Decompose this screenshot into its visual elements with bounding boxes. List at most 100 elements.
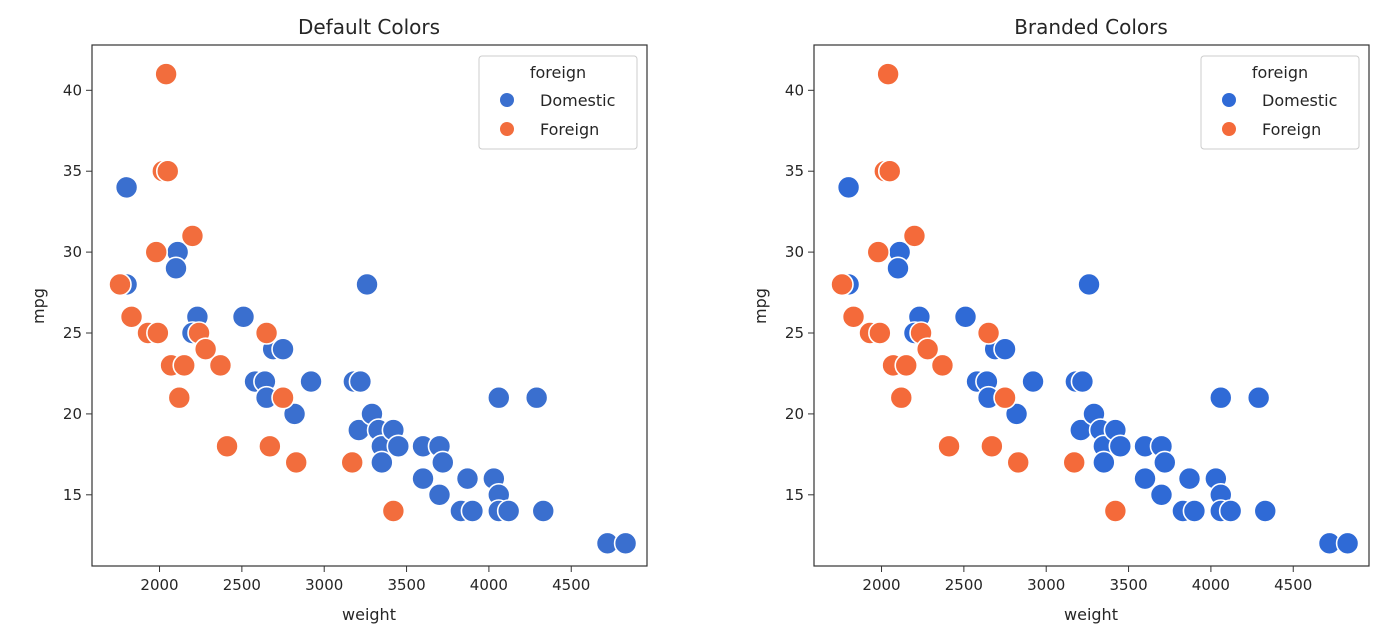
y-tick-label: 35 — [785, 162, 804, 180]
point-domestic — [114, 175, 139, 200]
y-axis-label: mpg — [29, 288, 48, 324]
x-axis-label: weight — [342, 605, 396, 624]
x-tick-label: 2500 — [223, 576, 261, 594]
point-domestic — [455, 466, 480, 491]
point-foreign — [284, 450, 309, 475]
y-tick-label: 35 — [63, 162, 82, 180]
x-tick-label: 4000 — [1192, 576, 1230, 594]
point-domestic — [836, 175, 861, 200]
point-foreign — [144, 240, 169, 264]
chart-title: Branded Colors — [1014, 15, 1168, 39]
point-foreign — [877, 159, 902, 184]
point-foreign — [1062, 450, 1087, 475]
x-tick-label: 3000 — [1027, 576, 1065, 594]
point-foreign — [830, 272, 854, 297]
point-domestic — [1253, 499, 1278, 523]
legend-marker-foreign — [500, 122, 514, 136]
point-foreign — [193, 337, 218, 361]
y-tick-label: 30 — [785, 243, 804, 261]
y-tick-label: 25 — [63, 324, 82, 342]
legend-label-domestic: Domestic — [540, 91, 615, 110]
point-domestic — [1218, 499, 1243, 523]
point-foreign — [155, 159, 180, 184]
point-foreign — [172, 353, 197, 378]
point-domestic — [1149, 483, 1174, 507]
point-domestic — [1021, 369, 1045, 394]
y-axis-label: mpg — [751, 288, 770, 324]
legend-marker-domestic — [500, 93, 514, 107]
point-domestic — [993, 337, 1017, 361]
legend-label-foreign: Foreign — [540, 120, 599, 139]
tick-layer: 2000 2500 3000 3500 4000 4500 15 20 25 30 35 40 — [63, 81, 590, 594]
chart-title: Default Colors — [298, 15, 440, 39]
point-domestic — [1004, 402, 1029, 426]
point-domestic — [1182, 499, 1207, 523]
point-domestic — [370, 450, 394, 475]
point-foreign — [215, 434, 239, 459]
point-domestic — [1077, 272, 1101, 297]
x-tick-label: 2000 — [140, 576, 178, 594]
points-layer — [108, 62, 638, 556]
x-axis-label: weight — [1064, 605, 1118, 624]
point-foreign — [146, 321, 170, 345]
point-domestic — [1335, 531, 1360, 556]
point-domestic — [411, 466, 435, 491]
x-tick-label: 3000 — [305, 576, 343, 594]
x-tick-label: 4500 — [552, 576, 590, 594]
point-foreign — [381, 499, 406, 523]
point-foreign — [271, 385, 295, 410]
point-domestic — [524, 385, 549, 410]
point-foreign — [167, 385, 192, 410]
point-domestic — [430, 450, 455, 475]
point-foreign — [340, 450, 365, 475]
point-foreign — [976, 321, 1001, 345]
point-foreign — [980, 434, 1004, 459]
point-foreign — [993, 385, 1017, 410]
legend-label-domestic: Domestic — [1262, 91, 1337, 110]
point-domestic — [355, 272, 379, 297]
point-domestic — [886, 256, 910, 281]
y-tick-label: 20 — [63, 405, 82, 423]
point-foreign — [868, 321, 892, 345]
legend-marker-foreign — [1222, 122, 1236, 136]
point-domestic — [1246, 385, 1271, 410]
point-domestic — [1108, 434, 1133, 459]
point-foreign — [915, 337, 940, 361]
x-tick-label: 2500 — [945, 576, 983, 594]
point-domestic — [1070, 369, 1095, 394]
point-foreign — [180, 224, 205, 248]
x-tick-label: 3500 — [1109, 576, 1147, 594]
point-foreign — [108, 272, 132, 297]
point-foreign — [937, 434, 961, 459]
y-tick-label: 15 — [63, 486, 82, 504]
point-foreign — [119, 305, 144, 329]
point-foreign — [1006, 450, 1031, 475]
point-foreign — [930, 353, 955, 378]
x-tick-label: 2000 — [862, 576, 900, 594]
point-foreign — [1103, 499, 1128, 523]
point-foreign — [208, 353, 233, 378]
chart-default-colors: Default Colors 2000 2500 3000 3500 4000 4500 1… — [29, 15, 648, 624]
legend: foreign Domestic Foreign — [478, 55, 638, 150]
point-domestic — [486, 385, 511, 410]
point-domestic — [427, 483, 452, 507]
legend-box — [478, 55, 638, 150]
point-domestic — [613, 531, 638, 556]
point-domestic — [1133, 466, 1157, 491]
point-domestic — [164, 256, 188, 281]
point-domestic — [348, 369, 373, 394]
legend-title: foreign — [530, 63, 586, 82]
plot-frame — [91, 44, 648, 567]
point-foreign — [876, 62, 900, 86]
point-foreign — [258, 434, 282, 459]
legend-box — [1200, 55, 1360, 150]
point-foreign — [894, 353, 919, 378]
point-domestic — [386, 434, 411, 459]
point-domestic — [1177, 466, 1202, 491]
point-foreign — [154, 62, 178, 86]
point-domestic — [531, 499, 556, 523]
y-tick-label: 40 — [63, 81, 82, 99]
y-tick-label: 20 — [785, 405, 804, 423]
y-tick-label: 30 — [63, 243, 82, 261]
